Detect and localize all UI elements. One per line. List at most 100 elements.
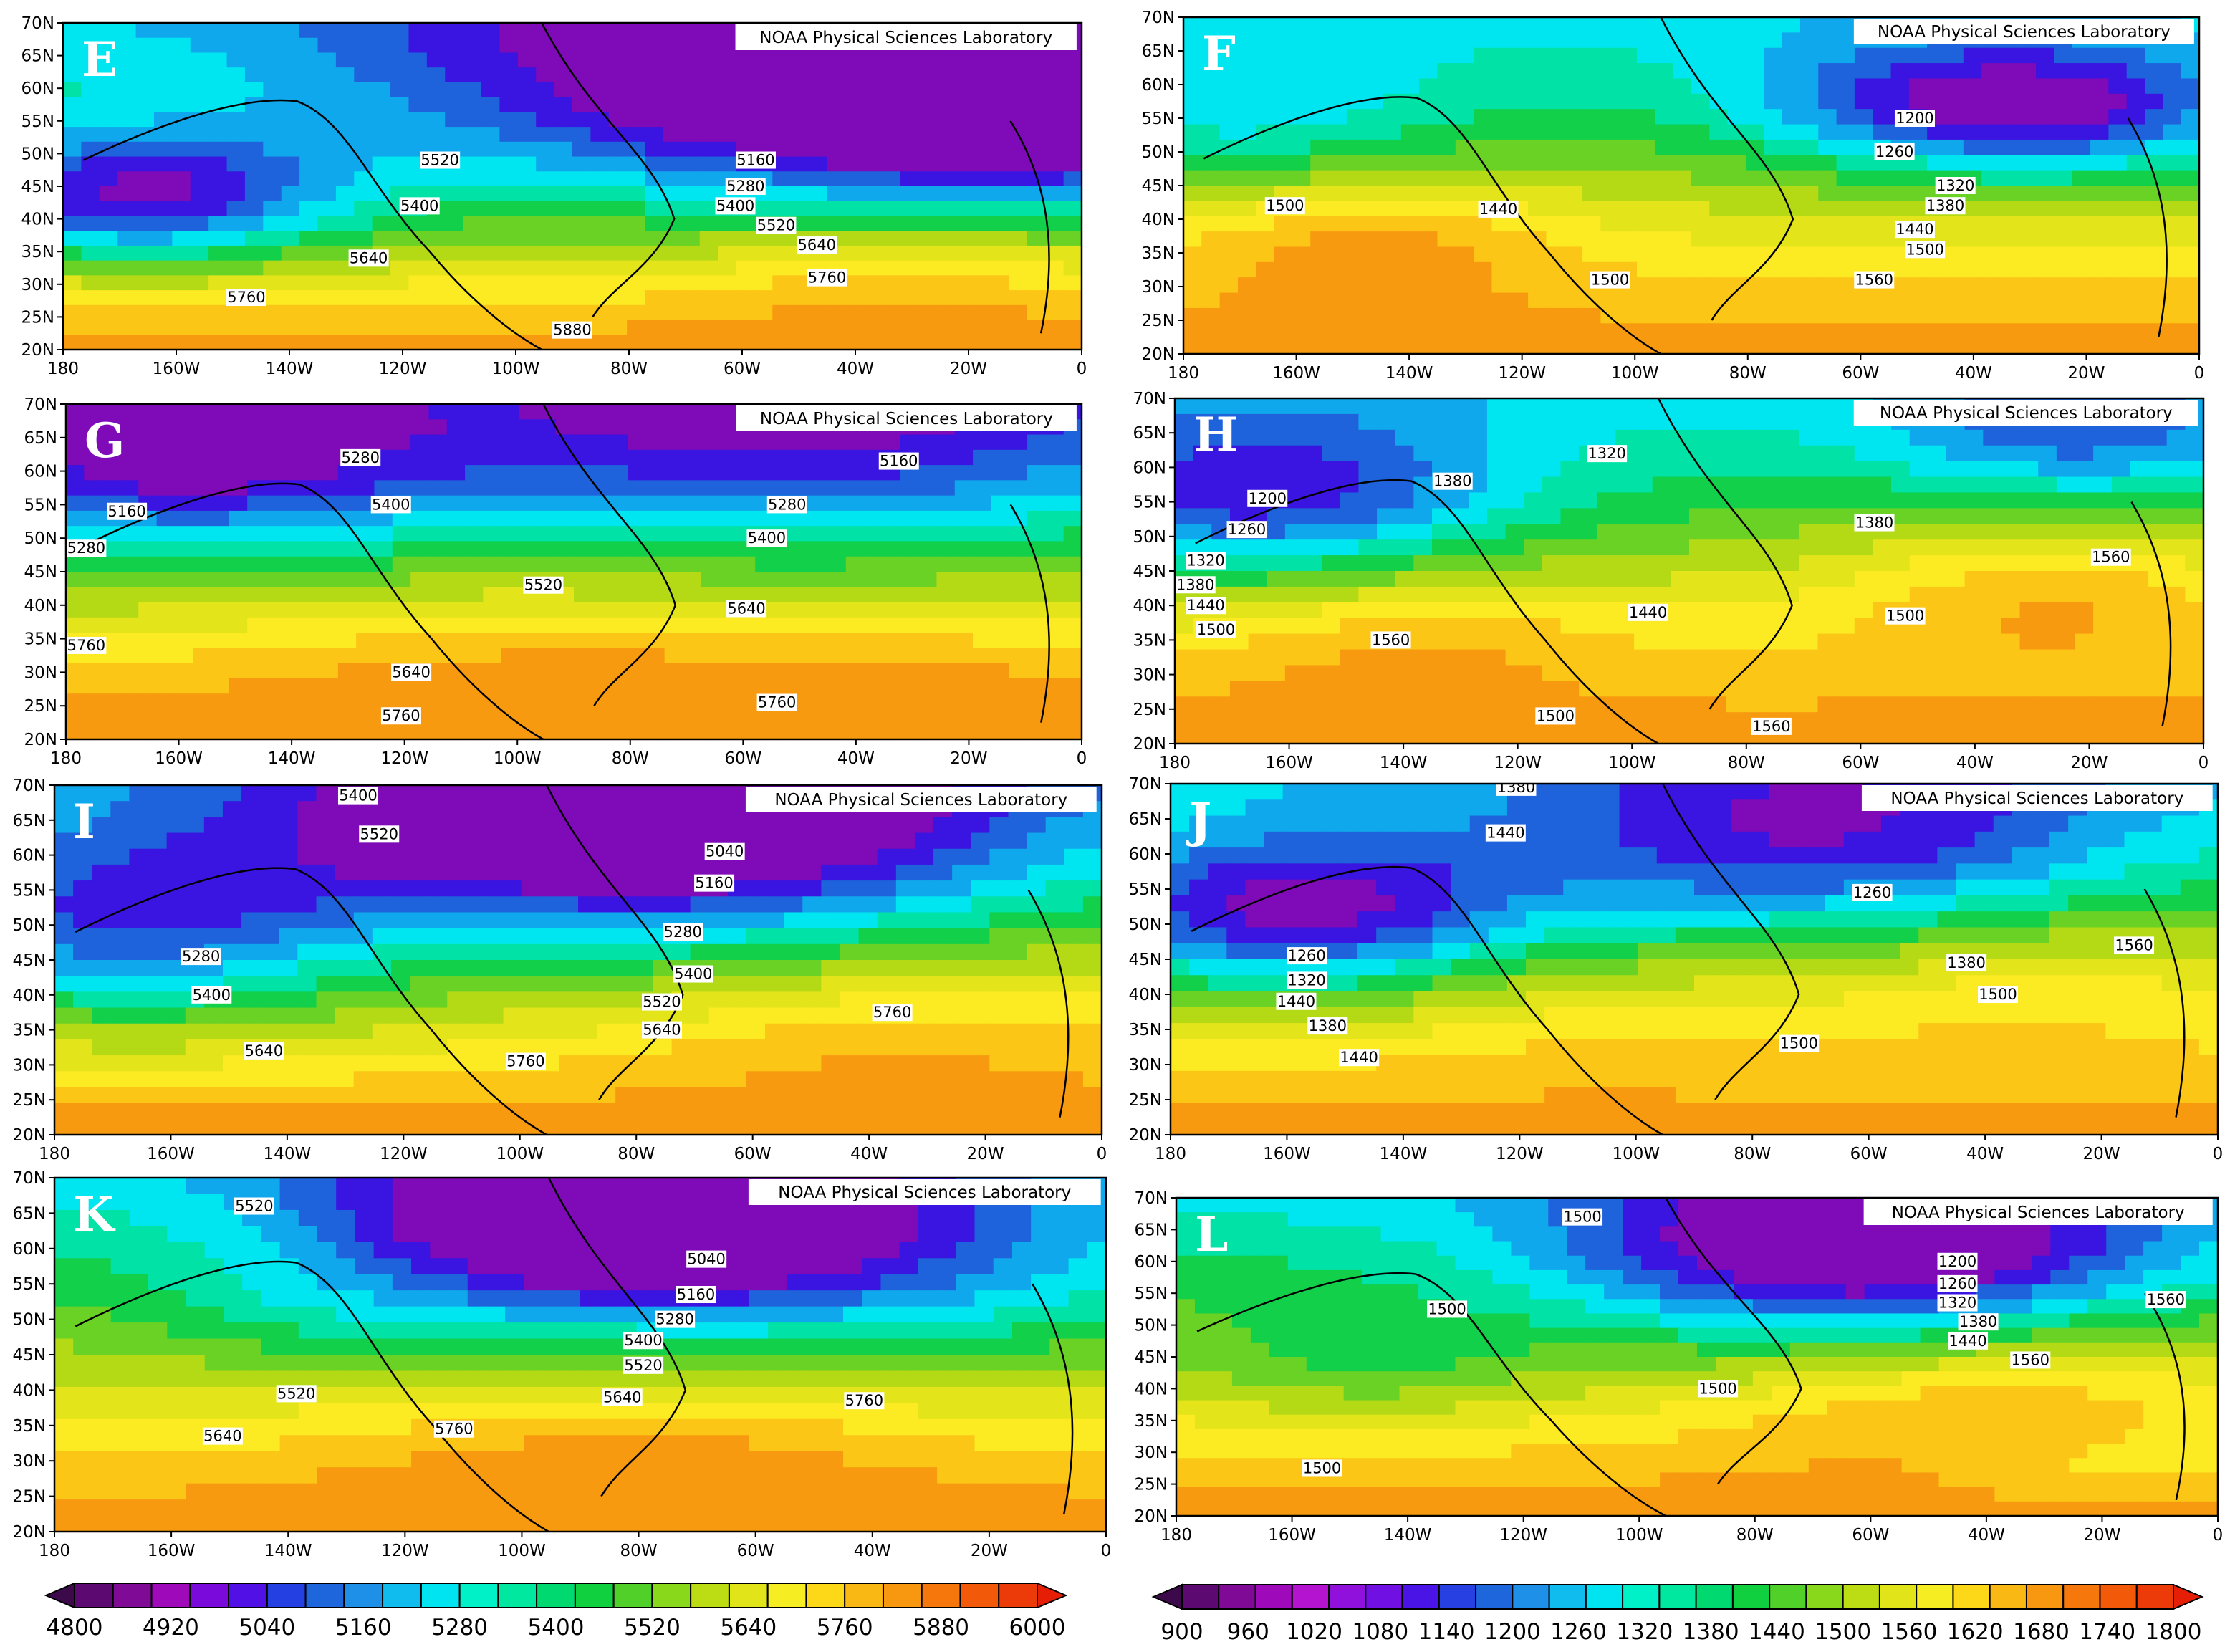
map-panel-k: 5520 5040 5160 5280 5400 5520 5520 5640 5640 5760…	[13, 1169, 1112, 1560]
contour-label: 1560	[1854, 271, 1895, 289]
lat-tick-label: 25N	[1135, 1476, 1168, 1494]
colorbar-label: 960	[1227, 1619, 1269, 1645]
svg-text:5760: 5760	[758, 694, 796, 711]
lat-tick-label: 20N	[1135, 1507, 1168, 1526]
lon-tick-label: 140W	[264, 1542, 312, 1560]
lat-tick-label: 35N	[13, 1022, 46, 1040]
contour-label: 5160	[878, 452, 919, 470]
lat-tick-label: 60N	[1135, 1253, 1168, 1272]
coastline	[1665, 1198, 1802, 1485]
lat-tick-label: 25N	[13, 1091, 46, 1110]
map-panel-f: 1200 1260 1320 1380 1440 1500 1440 1500 1500 1560…	[1142, 9, 2205, 383]
contour-label: 5520	[420, 151, 461, 169]
lat-tick-label: 40N	[21, 211, 54, 229]
lon-tick-label: 0	[2194, 364, 2205, 383]
lon-tick-label: 180	[39, 1145, 70, 1163]
coastline	[1203, 96, 1662, 354]
lon-tick-label: 0	[1077, 360, 1087, 378]
colorbar-z500: 4800 4920 5040 5160 5280 5400 5520 5640 5760 5880…	[44, 1582, 1068, 1641]
contour-label: 1500	[1562, 1208, 1603, 1226]
colorbar-swatch	[612, 1583, 653, 1608]
colorbar-swatch	[574, 1583, 615, 1608]
svg-text:5640: 5640	[350, 249, 388, 266]
lat-tick-label: 25N	[1142, 312, 1175, 330]
colorbar-swatch	[959, 1583, 1000, 1608]
colorbar-arrow-right	[1037, 1582, 1068, 1609]
colorbar-label: 1200	[1484, 1619, 1541, 1645]
contour-label: 5760	[66, 636, 107, 654]
lat-tick-label: 45N	[24, 563, 57, 582]
colorbar-swatch	[1181, 1584, 1220, 1610]
lon-tick-label: 20W	[2067, 364, 2105, 383]
lon-tick-label: 60W	[1852, 1526, 1889, 1545]
lat-tick-label: 30N	[21, 276, 54, 294]
map-panel-j: 1380 1440 1260 1260 1320 1380 1440 1500 1380 1440…	[1129, 775, 2224, 1163]
svg-text:5160: 5160	[736, 152, 774, 169]
lat-tick-label: 30N	[1142, 278, 1175, 297]
lat-tick-label: 35N	[24, 630, 57, 649]
colorbar-swatch	[1438, 1584, 1477, 1610]
lon-tick-label: 180	[47, 360, 79, 378]
lon-tick-label: 180	[1168, 364, 1199, 383]
lon-tick-label: 100W	[1612, 1145, 1660, 1163]
contour-label: 5280	[725, 178, 766, 195]
lon-tick-label: 100W	[496, 1145, 544, 1163]
lat-tick-label: 55N	[13, 1275, 46, 1294]
lat-tick-label: 35N	[1129, 1021, 1162, 1039]
svg-text:5280: 5280	[341, 449, 379, 466]
lat-tick-label: 20N	[13, 1523, 46, 1542]
lon-tick-label: 0	[2213, 1526, 2224, 1545]
coastline	[2127, 117, 2168, 337]
contour-label: 5760	[872, 1004, 913, 1022]
map-panel-e: 5160540052805520540055205640564057605760…	[21, 14, 1087, 378]
lon-tick-label: 80W	[1734, 1145, 1771, 1163]
lat-tick-label: 50N	[1142, 143, 1175, 162]
lat-tick-label: 25N	[1129, 1091, 1162, 1110]
contour-label: 1320	[1587, 445, 1628, 463]
lon-tick-label: 60W	[1850, 1145, 1888, 1163]
colorbar-swatch	[2025, 1584, 2065, 1610]
lat-tick-label: 65N	[21, 47, 54, 66]
contour-label: 1260	[1937, 1274, 1978, 1292]
lon-tick-label: 20W	[2070, 754, 2108, 772]
lon-tick-label: 60W	[737, 1542, 774, 1560]
colorbar-swatch	[1989, 1584, 2027, 1610]
lon-tick-label: 100W	[492, 360, 540, 378]
credit-box: NOAA Physical Sciences Laboratory	[745, 787, 1097, 812]
lon-tick-label: 60W	[1842, 754, 1879, 772]
lon-tick-label: 120W	[381, 1542, 429, 1560]
coastline	[547, 1178, 687, 1497]
contour-label: 1440	[1339, 1049, 1380, 1067]
contour-label: 5280	[66, 539, 107, 557]
lat-tick-label: 55N	[24, 496, 57, 514]
lat-tick-label: 70N	[1129, 775, 1162, 794]
lat-tick-label: 50N	[1135, 1317, 1168, 1335]
lat-tick-label: 50N	[13, 916, 46, 935]
lat-tick-label: 70N	[13, 777, 46, 795]
colorbar-swatch	[1512, 1584, 1550, 1610]
colorbar-label: 5280	[431, 1615, 488, 1641]
contour-label: 1200	[1894, 110, 1935, 127]
contour-fill: 1200 1260 1320 1380 1440 1500 1440 1500 1500 1560	[1183, 17, 2199, 354]
lon-tick-label: 40W	[837, 749, 875, 768]
contour-fill: 1380 1440 1260 1260 1320 1380 1440 1500 1380 1440…	[1171, 784, 2218, 1135]
lat-tick-label: 40N	[1133, 597, 1166, 615]
contour-label: 1320	[1935, 177, 1976, 194]
lat-tick-label: 30N	[13, 1056, 46, 1075]
lat-tick-label: 25N	[24, 697, 57, 716]
contour-fill: 5400 5520 5040 5160 5280 5280 5400 5400 5520 5640…	[54, 785, 1102, 1135]
lat-tick-label: 70N	[24, 395, 57, 414]
lon-tick-label: 20W	[950, 360, 987, 378]
contour-label: 1380	[1175, 576, 1216, 594]
lon-tick-label: 100W	[498, 1542, 546, 1560]
colorbar-label: 5640	[720, 1615, 777, 1641]
lat-tick-label: 55N	[1135, 1284, 1168, 1303]
coastline	[542, 404, 677, 706]
contour-label: 5280	[181, 948, 221, 966]
colorbar-swatch	[458, 1583, 499, 1608]
lon-tick-label: 0	[1077, 749, 1087, 768]
contour-label: 1440	[1948, 1332, 1989, 1350]
lon-tick-label: 140W	[1380, 1145, 1428, 1163]
colorbar-swatch	[228, 1583, 268, 1608]
lon-tick-label: 80W	[1729, 364, 1767, 383]
